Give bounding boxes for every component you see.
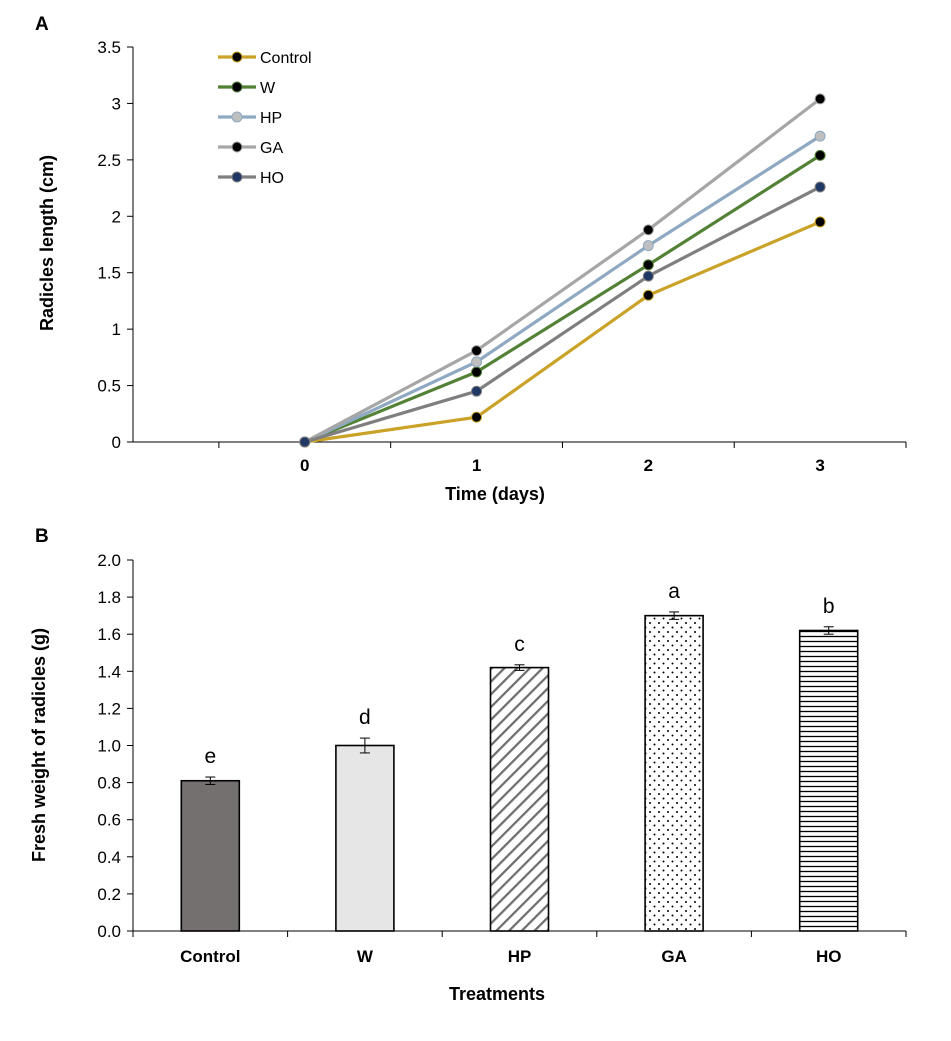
chart-a-xtick-label: 2 — [644, 456, 653, 475]
data-point-control — [471, 411, 483, 423]
bar-ho — [798, 629, 859, 932]
category-label-hp: HP — [508, 947, 532, 966]
category-label-control: Control — [180, 947, 240, 966]
bar-control — [180, 779, 241, 932]
legend-marker-w — [231, 81, 243, 93]
data-point-control — [814, 216, 826, 228]
data-point-control — [642, 289, 654, 301]
significance-letter-ho: b — [823, 595, 835, 618]
data-point-w — [642, 259, 654, 271]
chart-a-ytick-label: 3.5 — [97, 38, 121, 57]
chart-b-ytick-label: 1.6 — [97, 625, 121, 644]
series-line-w — [304, 153, 821, 444]
chart-a-plot: 0 0.5 1 1.5 2 2.5 3 3.5 0 1 2 3 — [97, 38, 907, 475]
category-label-ho: HO — [816, 947, 842, 966]
bar-ga — [644, 614, 704, 932]
chart-a-legend: Control W HP GA HO — [218, 50, 312, 187]
chart-b-ylabel: Fresh weight of radicles (g) — [29, 628, 49, 862]
legend-marker-ho — [231, 171, 243, 183]
significance-letter-control: e — [204, 745, 216, 768]
data-point-ga — [814, 93, 826, 105]
chart-b-xlabel: Treatments — [449, 984, 545, 1004]
panel-b-label: B — [35, 526, 49, 547]
chart-b-ytick-label: 0.6 — [97, 811, 121, 830]
chart-a-ytick-label: 2 — [112, 207, 121, 226]
panel-a-label: A — [35, 14, 49, 35]
bar-hp — [489, 666, 550, 932]
data-point-ho — [814, 181, 826, 193]
chart-a-ytick-label: 3 — [112, 94, 121, 113]
legend-marker-hp — [231, 111, 243, 123]
significance-letter-w: d — [359, 706, 371, 729]
legend-label-w: W — [260, 80, 276, 97]
category-label-w: W — [357, 947, 374, 966]
significance-letter-hp: c — [514, 633, 525, 656]
legend-marker-control — [231, 51, 243, 63]
series-line-ga — [304, 97, 822, 444]
chart-b-ytick-label: 1.8 — [97, 588, 121, 607]
legend-label-ga: GA — [260, 140, 283, 157]
chart-b-plot: 0.0 0.2 0.4 0.6 0.8 1.0 1.2 1.4 1.6 1.8 2.0 e Contro… — [97, 551, 907, 966]
series-line-hp — [304, 134, 821, 444]
chart-a-xlabel: Time (days) — [445, 484, 545, 504]
legend-label-hp: HP — [260, 110, 282, 127]
chart-b-ytick-label: 1.0 — [97, 737, 121, 756]
chart-b-ytick-label: 0.0 — [97, 922, 121, 941]
legend-label-ho: HO — [260, 170, 284, 187]
chart-b-ytick-label: 1.2 — [97, 699, 121, 718]
series-line-ho — [304, 185, 821, 444]
chart-a-xtick-label: 1 — [472, 456, 481, 475]
chart-b-ytick-label: 0.8 — [97, 774, 121, 793]
chart-a-ytick-label: 0 — [112, 433, 121, 452]
legend-marker-ga — [231, 141, 243, 153]
chart-b-ytick-label: 0.4 — [97, 848, 121, 867]
series-line-control — [304, 220, 821, 444]
data-point-ho — [471, 385, 483, 397]
chart-a-ylabel: Radicles length (cm) — [37, 155, 57, 331]
chart-a-ytick-label: 1.5 — [97, 264, 121, 283]
legend-label-control: Control — [260, 50, 312, 67]
category-label-ga: GA — [661, 947, 687, 966]
data-point-w — [471, 366, 483, 378]
chart-b-ytick-label: 1.4 — [97, 662, 121, 681]
chart-b-ytick-label: 0.2 — [97, 885, 121, 904]
chart-a-xtick-label: 3 — [815, 456, 824, 475]
data-point-ga — [642, 224, 654, 236]
data-point-ho — [299, 436, 311, 448]
chart-a-xtick-label: 0 — [300, 456, 309, 475]
chart-a-ytick-label: 1 — [112, 320, 121, 339]
significance-letter-ga: a — [668, 580, 680, 603]
bar-w — [335, 744, 395, 932]
data-point-hp — [471, 356, 483, 368]
chart-a-ytick-label: 2.5 — [97, 151, 121, 170]
data-point-ga — [471, 345, 483, 357]
data-point-hp — [814, 130, 826, 142]
chart-a-ytick-label: 0.5 — [97, 377, 121, 396]
data-point-w — [814, 149, 826, 161]
data-point-hp — [642, 240, 654, 252]
data-point-ho — [642, 270, 654, 282]
chart-b-ytick-label: 2.0 — [97, 551, 121, 570]
